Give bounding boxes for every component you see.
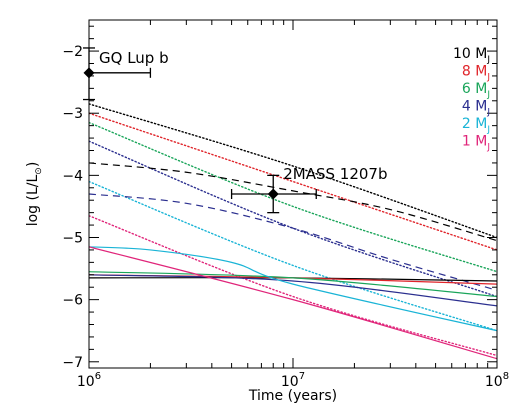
y-tick-label: −2 bbox=[62, 44, 83, 60]
legend-entry: 1 MJ bbox=[462, 134, 490, 153]
legend-entry: 8 MJ bbox=[462, 64, 490, 83]
curve-6mj-solid bbox=[89, 271, 497, 298]
axis-ticks bbox=[88, 20, 498, 368]
y-tick-label: −7 bbox=[62, 355, 83, 371]
curve-2mj-solid bbox=[89, 246, 497, 332]
legend-entry: 6 MJ bbox=[462, 81, 490, 100]
curve-4mj-solid bbox=[89, 274, 497, 307]
curve-10mj-dashed bbox=[89, 162, 497, 242]
x-tick-label: 107 bbox=[281, 371, 305, 390]
legend-entry: 2 MJ bbox=[462, 116, 490, 135]
y-tick-label: −6 bbox=[62, 293, 83, 309]
curve-2mj-dotted bbox=[89, 180, 497, 332]
x-tick-label: 108 bbox=[485, 371, 509, 390]
x-axis-title: Time (years) bbox=[248, 388, 337, 404]
curve-4mj-dotted bbox=[89, 140, 497, 298]
legend-entry: 4 MJ bbox=[462, 99, 490, 118]
gq-lup-b-label: GQ Lup b bbox=[99, 49, 169, 67]
y-tick-label: −4 bbox=[62, 168, 83, 184]
curve-6mj-dotted bbox=[89, 121, 497, 273]
legend: 10 MJ8 MJ6 MJ4 MJ2 MJ1 MJ bbox=[453, 46, 490, 153]
y-axis-title: log (L/L⊙) bbox=[25, 162, 44, 227]
tick-labels: 106 107 108 −2 −3 −4 −5 −6 −7 bbox=[62, 44, 509, 390]
model-curves bbox=[89, 103, 497, 360]
curve-10mj-dotted bbox=[89, 103, 497, 239]
2mass-1207b-label: 2MASS 1207b bbox=[283, 165, 387, 183]
legend-entry: 10 MJ bbox=[453, 46, 490, 65]
data-points: GQ Lup b 2MASS 1207b bbox=[83, 47, 387, 214]
x-tick-label: 106 bbox=[77, 371, 101, 390]
curve-1mj-dotted bbox=[89, 215, 497, 357]
curve-8mj-dotted bbox=[89, 112, 497, 251]
2mass-1207b-marker bbox=[267, 188, 279, 200]
y-tick-label: −3 bbox=[62, 106, 83, 122]
curve-1mj-solid bbox=[89, 246, 497, 360]
y-tick-label: −5 bbox=[62, 231, 83, 247]
curve-4mj-dashed bbox=[89, 193, 497, 291]
